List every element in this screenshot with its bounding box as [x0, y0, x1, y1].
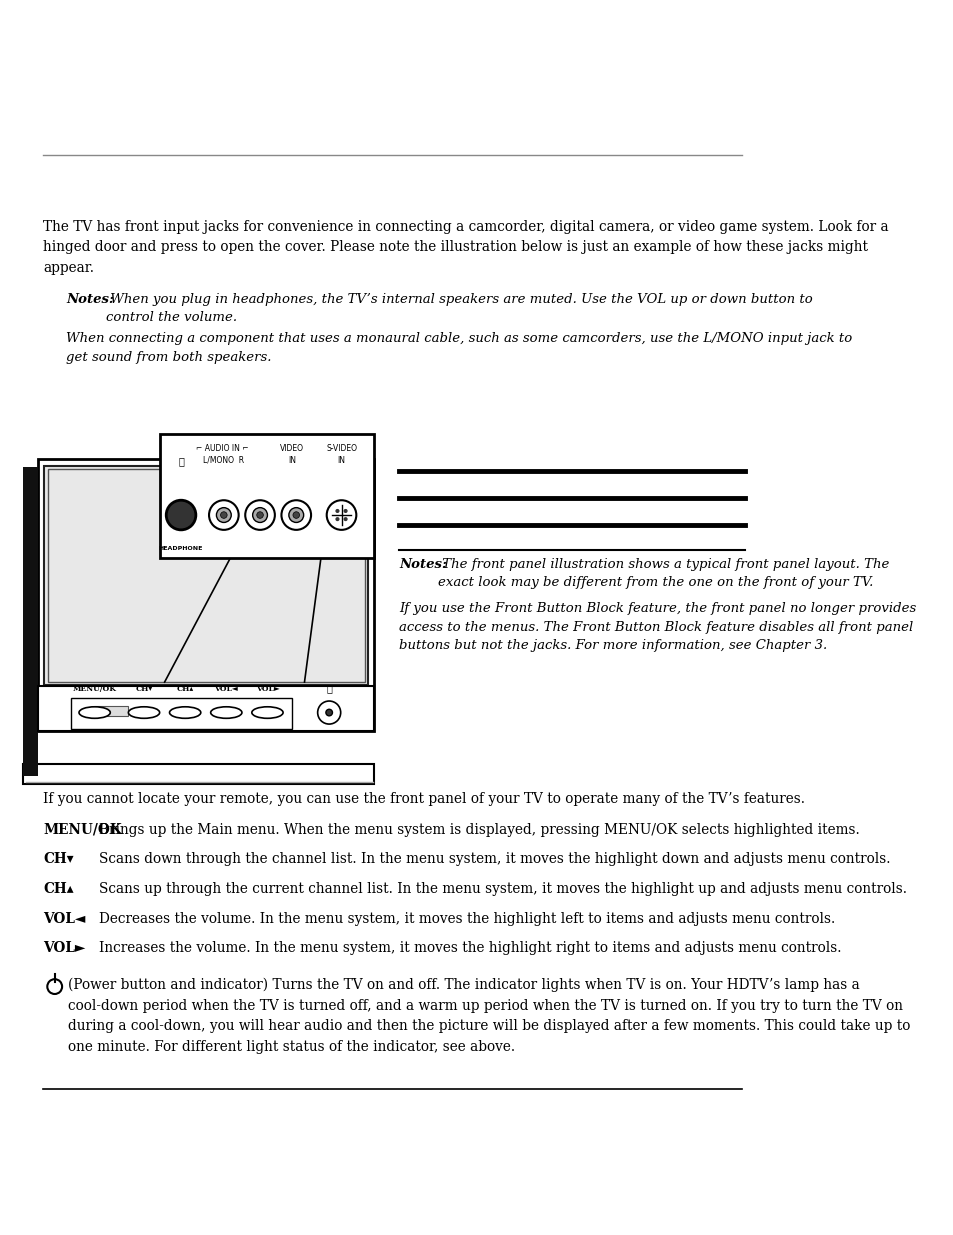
Circle shape	[256, 511, 263, 519]
Text: S-VIDEO: S-VIDEO	[326, 445, 356, 453]
Text: The TV has front input jacks for convenience in connecting a camcorder, digital : The TV has front input jacks for conveni…	[43, 220, 888, 274]
FancyBboxPatch shape	[23, 467, 38, 776]
Text: Scans down through the channel list. In the menu system, it moves the highlight : Scans down through the channel list. In …	[99, 852, 890, 867]
Text: When you plug in headphones, the TV’s internal speakers are muted. Use the VOL u: When you plug in headphones, the TV’s in…	[106, 293, 812, 325]
Circle shape	[335, 517, 339, 521]
FancyBboxPatch shape	[38, 687, 374, 731]
Circle shape	[209, 500, 238, 530]
FancyBboxPatch shape	[71, 698, 292, 729]
Circle shape	[326, 709, 333, 716]
Text: L/MONO  R: L/MONO R	[203, 456, 244, 464]
Circle shape	[216, 508, 231, 522]
Text: IN: IN	[337, 456, 345, 464]
Text: Scans up through the current channel list. In the menu system, it moves the high: Scans up through the current channel lis…	[99, 882, 906, 897]
Text: Notes:: Notes:	[66, 293, 114, 306]
Text: MENU/OK: MENU/OK	[43, 823, 122, 837]
FancyBboxPatch shape	[160, 435, 374, 558]
Text: CH▾: CH▾	[135, 684, 152, 693]
Text: Notes:: Notes:	[398, 558, 447, 571]
Circle shape	[289, 508, 303, 522]
FancyBboxPatch shape	[95, 706, 129, 716]
FancyBboxPatch shape	[23, 763, 374, 784]
Circle shape	[245, 500, 274, 530]
Circle shape	[343, 517, 347, 521]
Circle shape	[326, 500, 356, 530]
Ellipse shape	[79, 706, 111, 719]
Text: MENU/OK: MENU/OK	[72, 684, 116, 693]
Text: ⑃: ⑃	[178, 456, 184, 466]
Ellipse shape	[252, 706, 283, 719]
Text: If you cannot locate your remote, you can use the front panel of your TV to oper: If you cannot locate your remote, you ca…	[43, 793, 804, 806]
Circle shape	[293, 511, 299, 519]
Ellipse shape	[129, 706, 159, 719]
Text: CH▴: CH▴	[43, 882, 73, 897]
Text: VOL►: VOL►	[43, 941, 86, 956]
Circle shape	[166, 500, 195, 530]
Text: VIDEO: VIDEO	[280, 445, 304, 453]
Text: (Power button and indicator) Turns the TV on and off. The indicator lights when : (Power button and indicator) Turns the T…	[68, 978, 909, 1053]
Circle shape	[48, 979, 62, 994]
FancyBboxPatch shape	[45, 466, 368, 685]
Text: The front panel illustration shows a typical front panel layout. The
exact look : The front panel illustration shows a typ…	[437, 558, 888, 589]
Ellipse shape	[211, 706, 242, 719]
Circle shape	[220, 511, 227, 519]
Circle shape	[281, 500, 311, 530]
Text: ⌐ AUDIO IN ⌐: ⌐ AUDIO IN ⌐	[195, 445, 248, 453]
Circle shape	[343, 509, 347, 513]
Circle shape	[317, 701, 340, 724]
Text: ⏻: ⏻	[326, 684, 332, 693]
Text: When connecting a component that uses a monaural cable, such as some camcorders,: When connecting a component that uses a …	[66, 332, 852, 364]
Circle shape	[335, 509, 339, 513]
Text: CH▾: CH▾	[43, 852, 73, 867]
FancyBboxPatch shape	[38, 459, 374, 731]
Text: Decreases the volume. In the menu system, it moves the highlight left to items a: Decreases the volume. In the menu system…	[99, 911, 835, 926]
Text: If you use the Front Button Block feature, the front panel no longer provides
ac: If you use the Front Button Block featur…	[398, 603, 916, 652]
FancyBboxPatch shape	[48, 469, 364, 682]
Text: IN: IN	[288, 456, 295, 464]
Text: HEADPHONE: HEADPHONE	[159, 546, 203, 551]
Circle shape	[253, 508, 267, 522]
Text: CH▴: CH▴	[176, 684, 193, 693]
Text: VOL►: VOL►	[255, 684, 279, 693]
Text: VOL◄: VOL◄	[214, 684, 238, 693]
Text: Brings up the Main menu. When the menu system is displayed, pressing MENU/OK sel: Brings up the Main menu. When the menu s…	[99, 823, 859, 837]
Text: VOL◄: VOL◄	[43, 911, 86, 926]
Text: Increases the volume. In the menu system, it moves the highlight right to items : Increases the volume. In the menu system…	[99, 941, 841, 956]
Ellipse shape	[170, 706, 200, 719]
